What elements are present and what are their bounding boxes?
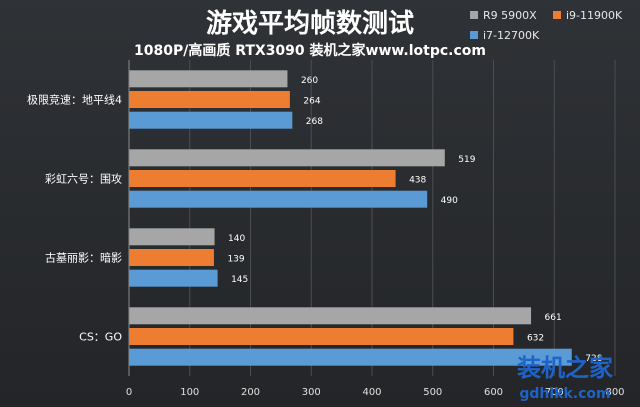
data-label: 268 [306,117,323,127]
data-label: 140 [228,234,245,244]
chart-title: 游戏平均帧数测试 [206,9,414,39]
data-label: 519 [458,155,475,165]
data-label: 438 [409,176,426,186]
data-label: 264 [303,97,320,107]
bar [129,170,396,187]
category-label: 彩虹六号：围攻 [45,172,122,186]
category-label: CS：GO [79,331,122,344]
category-label: 极限竞速：地平线4 [27,93,122,107]
x-tick-label: 400 [362,387,381,398]
bar [129,249,214,266]
x-tick-label: 100 [180,387,199,398]
category-label: 古墓丽影：暗影 [45,251,122,265]
x-tick-label: 0 [126,387,132,398]
data-label: 490 [441,196,458,206]
x-tick-label: 500 [423,387,442,398]
bar [129,149,445,167]
x-axis: 0 100 200 300 400 500 600 700 800 [126,387,625,398]
bar [129,269,218,287]
data-label: 632 [527,334,544,344]
x-tick-label: 700 [545,387,564,398]
bar [129,70,288,88]
watermark-line2: gdhlkk.com [519,386,610,402]
bar [129,228,215,246]
bar [129,91,290,108]
x-tick-label: 600 [484,387,503,398]
watermark: 装机之家 gdhlkk.com [517,354,613,402]
data-label: 260 [301,76,318,86]
bar [129,190,428,208]
bars: 260 264 268 519 438 490 140 139 145 661 632 728 [129,70,603,366]
bar [129,307,532,325]
x-tick-label: 300 [302,387,321,398]
legend-swatch [553,11,561,19]
data-label: 728 [585,354,602,364]
legend-label: i9-11900K [566,9,623,22]
legend-label: i7-12700K [483,29,540,42]
legend-swatch [470,31,478,39]
data-label: 139 [227,255,244,265]
bar [129,328,514,345]
x-tick-label: 200 [241,387,260,398]
legend: R9 5900X i9-11900K i7-12700K [470,9,623,42]
bar [129,111,293,129]
legend-label: R9 5900X [483,9,537,22]
bar [129,348,572,366]
data-label: 661 [545,313,562,323]
data-label: 145 [231,275,248,285]
chart-subtitle: 1080P/高画质 RTX3090 装机之家www.lotpc.com [134,42,486,59]
x-tick-label: 800 [605,387,624,398]
legend-swatch [470,11,478,19]
watermark-line1: 装机之家 [517,354,613,382]
